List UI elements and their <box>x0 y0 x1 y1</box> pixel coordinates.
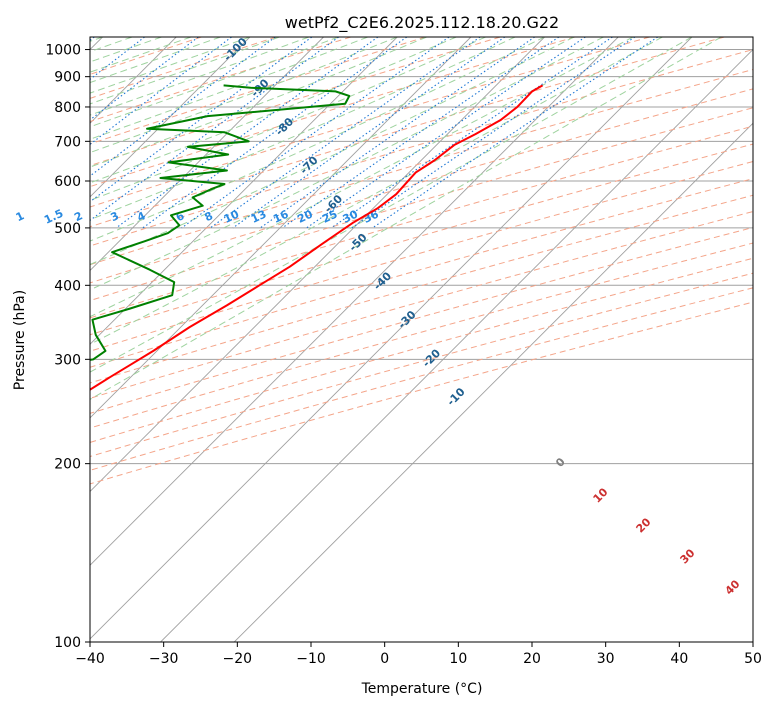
moist-adiabat-line <box>90 37 604 291</box>
moist-adiabat-line <box>90 37 634 318</box>
isotherm-line <box>90 37 251 198</box>
x-axis: −40 −30 −20 −10 0 10 20 30 40 50 <box>75 642 762 667</box>
y-tick-label: 1000 <box>45 43 81 59</box>
moist-adiabat-line <box>90 37 221 84</box>
mixing-ratio-line <box>90 37 199 121</box>
moist-adiabat-line <box>90 37 457 184</box>
isotherm-line <box>90 37 324 272</box>
mixing-ratio-line <box>90 37 339 222</box>
dry-adiabat-line <box>90 68 753 266</box>
moist-adiabat-line <box>90 37 251 94</box>
isotherm-line <box>233 122 753 642</box>
data-layer <box>90 84 544 391</box>
dry-adiabat-line <box>90 37 725 228</box>
mixing-ratio-label: 20 <box>295 207 315 225</box>
moist-adiabat-line <box>90 37 368 140</box>
chart-title: wetPf2_C2E6.2025.112.18.20.G22 <box>285 13 559 33</box>
mixing-ratio-label: 16 <box>271 207 291 225</box>
mixing-ratio-line <box>115 37 379 229</box>
mixing-ratio-line <box>142 37 408 229</box>
mixing-ratio-line <box>372 37 659 229</box>
x-tick-label: 10 <box>449 651 467 667</box>
isotherm-line <box>160 48 753 642</box>
mixing-ratio-line <box>90 37 232 146</box>
x-tick-label: −20 <box>223 651 253 667</box>
moist-adiabat-line <box>90 37 280 105</box>
y-tick-label: 400 <box>54 278 81 294</box>
dry-adiabat-line <box>90 88 753 284</box>
mixing-ratio-label: 36 <box>361 207 381 225</box>
x-tick-label: 30 <box>597 651 615 667</box>
y-tick-label: 800 <box>54 100 81 116</box>
y-tick-label: 500 <box>54 221 81 237</box>
moist-adiabat-line <box>90 37 575 266</box>
dry-adiabat-line <box>90 242 753 429</box>
x-tick-label: −30 <box>149 651 179 667</box>
temperature-profile-line <box>90 84 544 391</box>
dry-adiabat-line <box>90 272 753 458</box>
x-tick-label: −40 <box>75 651 105 667</box>
dewpoint-profile-line <box>90 84 351 361</box>
x-tick-label: 40 <box>670 651 688 667</box>
x-tick-label: 20 <box>523 651 541 667</box>
moist-adiabat-line <box>90 37 722 400</box>
x-axis-label: Temperature (°C) <box>361 681 483 697</box>
plot-frame <box>89 36 754 643</box>
mixing-ratio-label: 10 <box>222 207 242 225</box>
y-tick-label: 100 <box>54 635 81 651</box>
y-tick-label: 600 <box>54 174 81 190</box>
dry-adiabat-line <box>90 226 753 414</box>
x-tick-label: 50 <box>744 651 762 667</box>
x-tick-label: 0 <box>380 651 389 667</box>
mixing-ratio-line <box>282 37 560 229</box>
moist-adiabat-line <box>90 37 516 221</box>
y-axis: 100 200 300 400 500 600 700 800 900 1000 <box>45 43 90 651</box>
mixing-ratio-line <box>259 37 535 229</box>
y-tick-label: 900 <box>54 70 81 86</box>
mixing-ratio-line <box>209 37 481 229</box>
x-tick-label: −10 <box>296 651 326 667</box>
y-tick-label: 300 <box>54 352 81 368</box>
y-tick-label: 700 <box>54 134 81 150</box>
isotherm-line <box>90 37 472 419</box>
isotherm-line <box>90 37 398 345</box>
moist-adiabat-line <box>90 37 486 201</box>
isotherm-line <box>90 37 619 566</box>
mixing-ratio-label: 25 <box>320 208 339 226</box>
mixing-ratio-line <box>232 37 506 229</box>
y-tick-label: 200 <box>54 457 81 473</box>
dry-adiabat-line <box>90 287 753 471</box>
dry-adiabat-line <box>90 37 650 208</box>
dry-adiabat-line <box>90 143 753 336</box>
dry-adiabat-line <box>90 37 501 167</box>
dry-adiabat-line <box>90 37 277 99</box>
y-axis-label: Pressure (hPa) <box>12 290 28 390</box>
mixing-ratio-line <box>181 37 450 229</box>
dry-adiabat-line <box>90 125 753 319</box>
moist-adiabat-line <box>90 37 398 154</box>
isotherm-line <box>90 37 693 640</box>
mixing-ratio-line <box>351 37 636 229</box>
background-lines <box>90 37 753 642</box>
mixing-ratio-label: 13 <box>249 208 268 226</box>
